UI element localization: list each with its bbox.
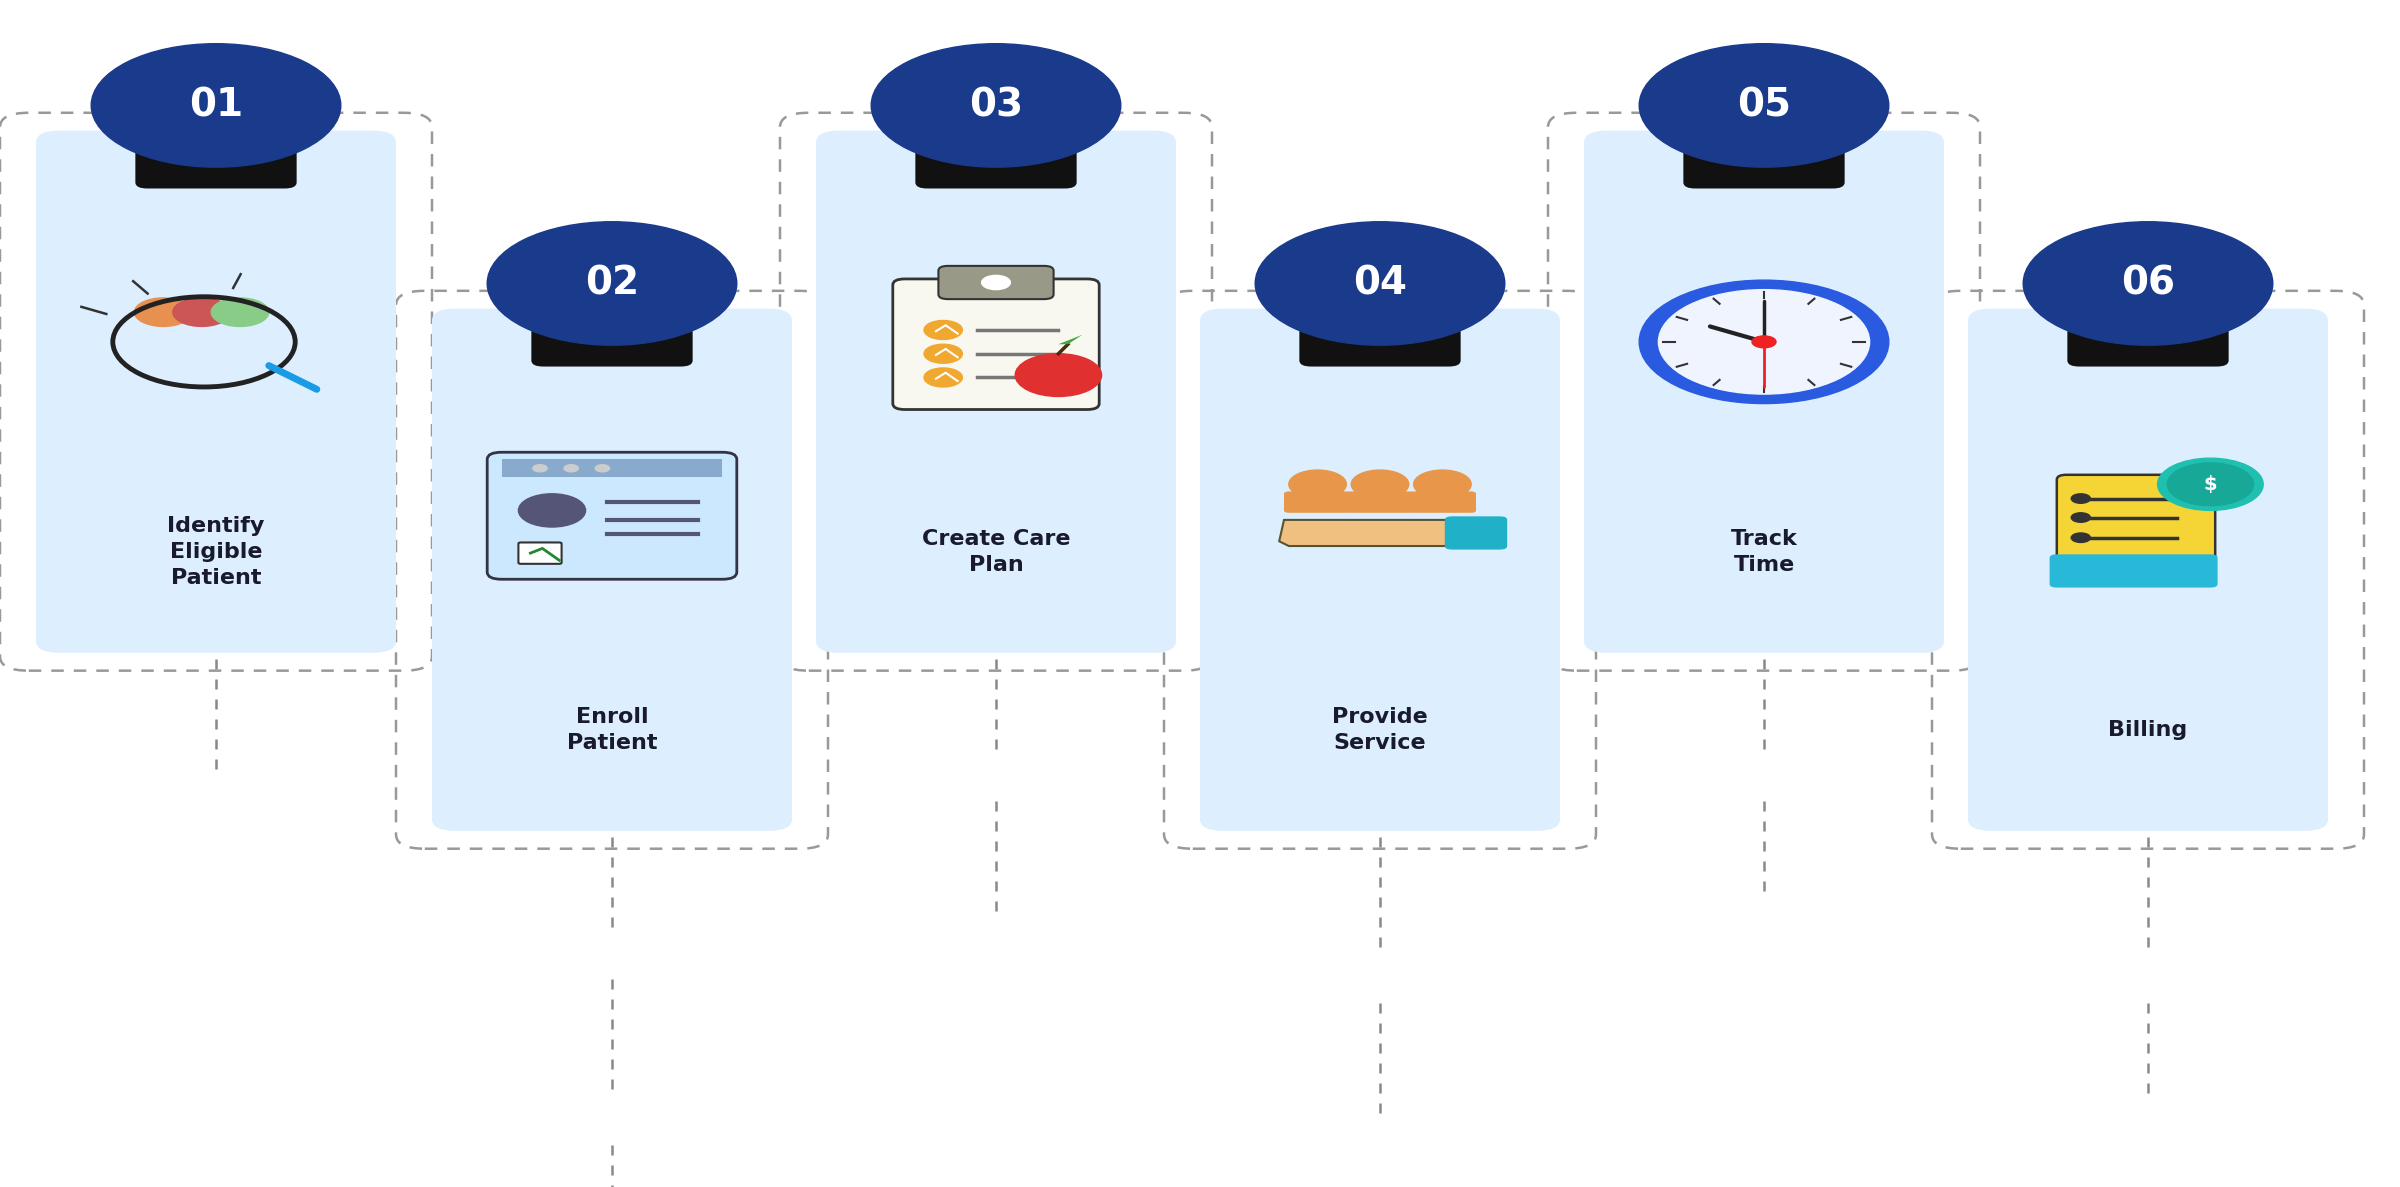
Text: Billing: Billing — [2107, 721, 2189, 740]
FancyBboxPatch shape — [1200, 309, 1560, 831]
FancyBboxPatch shape — [432, 309, 792, 831]
Text: 06: 06 — [2122, 265, 2174, 303]
Circle shape — [1015, 354, 1102, 396]
Circle shape — [1414, 470, 1471, 499]
FancyBboxPatch shape — [1409, 491, 1476, 513]
Text: 05: 05 — [1738, 87, 1790, 125]
Circle shape — [2071, 494, 2090, 503]
Circle shape — [173, 298, 230, 326]
Circle shape — [2071, 533, 2090, 542]
Circle shape — [924, 320, 962, 339]
Text: 04: 04 — [1354, 265, 1406, 303]
Circle shape — [2071, 513, 2090, 522]
FancyBboxPatch shape — [938, 266, 1054, 299]
Circle shape — [924, 344, 962, 363]
FancyBboxPatch shape — [36, 131, 396, 653]
FancyBboxPatch shape — [2050, 554, 2218, 588]
FancyBboxPatch shape — [1682, 127, 1846, 189]
Polygon shape — [1058, 335, 1082, 344]
FancyBboxPatch shape — [1346, 491, 1414, 513]
FancyBboxPatch shape — [134, 127, 298, 189]
FancyBboxPatch shape — [914, 127, 1078, 189]
Circle shape — [1255, 222, 1505, 345]
FancyBboxPatch shape — [1968, 309, 2328, 831]
Text: Track
Time: Track Time — [1730, 528, 1798, 576]
Circle shape — [2023, 222, 2273, 345]
FancyBboxPatch shape — [2057, 475, 2215, 579]
FancyBboxPatch shape — [487, 452, 737, 579]
Polygon shape — [1279, 520, 1481, 546]
FancyBboxPatch shape — [1284, 491, 1351, 513]
FancyBboxPatch shape — [893, 279, 1099, 410]
Text: Provide
Service: Provide Service — [1332, 706, 1428, 754]
Circle shape — [924, 368, 962, 387]
Circle shape — [1289, 470, 1346, 499]
FancyBboxPatch shape — [518, 542, 562, 564]
Circle shape — [518, 494, 586, 527]
Circle shape — [1752, 336, 1776, 348]
Circle shape — [1351, 470, 1409, 499]
Circle shape — [595, 465, 610, 472]
Text: Create Care
Plan: Create Care Plan — [922, 528, 1070, 576]
Circle shape — [487, 222, 737, 345]
FancyBboxPatch shape — [1298, 305, 1462, 367]
Circle shape — [564, 465, 578, 472]
Text: 03: 03 — [970, 87, 1022, 125]
Circle shape — [982, 275, 1010, 290]
Text: 01: 01 — [190, 87, 242, 125]
FancyBboxPatch shape — [1445, 516, 1507, 550]
Text: $: $ — [2203, 475, 2218, 494]
FancyBboxPatch shape — [1584, 131, 1944, 653]
Circle shape — [1658, 290, 1870, 394]
Circle shape — [2158, 458, 2263, 510]
Circle shape — [1639, 280, 1889, 404]
Text: Enroll
Patient: Enroll Patient — [566, 706, 658, 754]
Circle shape — [211, 298, 269, 326]
FancyBboxPatch shape — [530, 305, 694, 367]
FancyBboxPatch shape — [816, 131, 1176, 653]
Circle shape — [134, 298, 192, 326]
FancyBboxPatch shape — [2066, 305, 2230, 367]
Circle shape — [2167, 463, 2254, 506]
Circle shape — [91, 44, 341, 167]
Circle shape — [871, 44, 1121, 167]
Text: 02: 02 — [586, 265, 638, 303]
Circle shape — [533, 465, 547, 472]
Circle shape — [1639, 44, 1889, 167]
Text: Identify
Eligible
Patient: Identify Eligible Patient — [168, 515, 264, 589]
FancyBboxPatch shape — [502, 459, 722, 477]
